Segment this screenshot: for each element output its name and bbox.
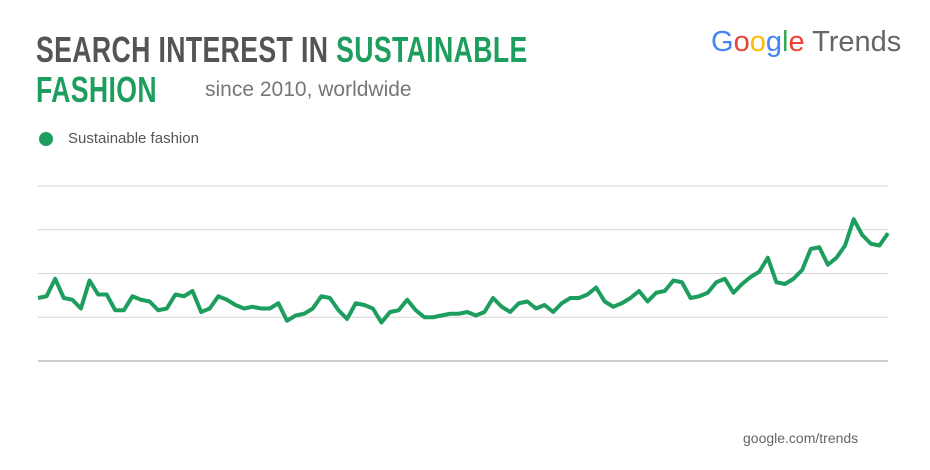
- legend-marker: [39, 132, 53, 146]
- logo-product: Trends: [812, 26, 902, 58]
- title: SEARCH INTEREST IN SUSTAINABLE FASHION: [36, 30, 554, 110]
- logo-brand: Google: [711, 26, 805, 58]
- line: [37, 217, 890, 325]
- logo: Google Trends: [711, 26, 901, 59]
- legend-label: Sustainable fashion: [68, 130, 199, 147]
- subtitle: since 2010, worldwide: [205, 78, 412, 101]
- title-highlight: SUSTAINABLE FASHION: [36, 29, 528, 110]
- footer: google.com/trends: [743, 430, 859, 446]
- title-prefix: SEARCH INTEREST IN: [36, 29, 329, 70]
